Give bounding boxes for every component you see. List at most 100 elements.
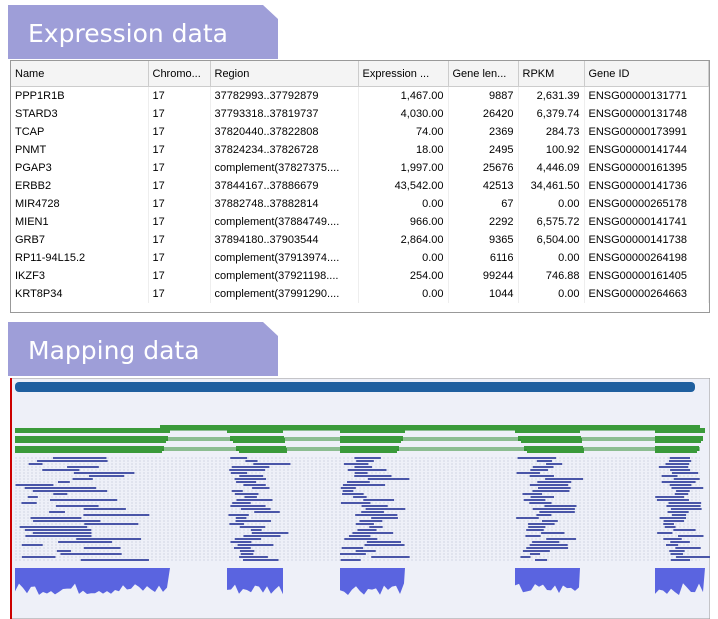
read <box>674 478 700 480</box>
read <box>73 478 93 480</box>
read <box>84 508 126 510</box>
read <box>349 535 370 537</box>
read <box>60 553 121 555</box>
table-cell: PNMT <box>11 141 148 159</box>
read <box>340 553 366 555</box>
read <box>517 472 540 474</box>
table-cell: ENSG00000265178 <box>584 195 709 213</box>
table-cell: 6,504.00 <box>518 231 584 249</box>
table-cell: 6116 <box>448 249 518 267</box>
read <box>74 472 135 474</box>
read <box>528 523 555 525</box>
read <box>669 550 684 552</box>
column-header: Name <box>11 61 148 87</box>
table-cell: PGAP3 <box>11 159 148 177</box>
read <box>666 505 700 507</box>
read <box>359 520 382 522</box>
read <box>252 532 289 534</box>
read <box>243 484 265 486</box>
read <box>537 460 552 462</box>
table-cell: ENSG00000131771 <box>584 87 709 106</box>
read <box>230 541 251 543</box>
read <box>530 469 548 471</box>
read <box>348 469 387 471</box>
table-cell: 17 <box>148 87 210 106</box>
read <box>670 469 690 471</box>
read <box>236 517 247 519</box>
read <box>526 529 544 531</box>
read <box>356 460 374 462</box>
read <box>516 517 539 519</box>
read <box>676 556 710 558</box>
read <box>234 547 251 549</box>
mapping-view <box>10 378 710 619</box>
read <box>16 484 54 486</box>
read <box>354 466 372 468</box>
read <box>344 463 368 465</box>
read <box>352 532 393 534</box>
read <box>31 517 82 519</box>
table-cell: 17 <box>148 195 210 213</box>
read <box>56 505 99 507</box>
read <box>231 472 247 474</box>
read <box>528 526 545 528</box>
read <box>58 541 112 543</box>
read <box>357 529 376 531</box>
table-cell: 0.00 <box>358 195 448 213</box>
read <box>25 487 96 489</box>
table-row: PGAP317complement(37827375....1,997.0025… <box>11 159 709 177</box>
table-cell: 100.92 <box>518 141 584 159</box>
read <box>530 553 540 555</box>
table-cell: 0.00 <box>518 285 584 303</box>
table-cell: 17 <box>148 285 210 303</box>
table-cell: 0.00 <box>518 195 584 213</box>
read <box>669 460 691 462</box>
read <box>232 466 270 468</box>
read <box>533 466 554 468</box>
table-cell: ENSG00000173991 <box>584 123 709 141</box>
read <box>343 484 385 486</box>
read <box>347 481 370 483</box>
table-cell: 43,542.00 <box>358 177 448 195</box>
read <box>529 502 551 504</box>
read <box>546 538 576 540</box>
read <box>675 547 700 549</box>
read <box>662 475 678 477</box>
read <box>525 535 540 537</box>
read <box>530 484 568 486</box>
table-cell: 284.73 <box>518 123 584 141</box>
read <box>668 511 689 513</box>
table-cell: TCAP <box>11 123 148 141</box>
table-cell: 254.00 <box>358 267 448 285</box>
table-cell: PPP1R1B <box>11 87 148 106</box>
exon <box>340 448 397 453</box>
table-cell: 37844167..37886679 <box>210 177 358 195</box>
read <box>666 544 678 546</box>
table-cell: complement(37884749.... <box>210 213 358 231</box>
read <box>344 538 377 540</box>
read <box>240 550 254 552</box>
read <box>369 526 382 528</box>
read <box>37 460 108 462</box>
read <box>89 475 124 477</box>
read <box>235 538 261 540</box>
read <box>368 478 409 480</box>
table-cell: 1,467.00 <box>358 87 448 106</box>
read <box>363 499 394 501</box>
read <box>239 475 263 477</box>
read <box>663 523 674 525</box>
read <box>660 517 686 519</box>
read <box>367 541 401 543</box>
table-cell: STARD3 <box>11 105 148 123</box>
read <box>530 475 554 477</box>
table-cell: 67 <box>448 195 518 213</box>
read <box>539 511 574 513</box>
table-cell: 0.00 <box>518 249 584 267</box>
table-cell: ENSG00000264198 <box>584 249 709 267</box>
table-cell: 966.00 <box>358 213 448 231</box>
read <box>670 553 682 555</box>
table-cell: 17 <box>148 249 210 267</box>
read <box>232 490 243 492</box>
exon <box>521 438 582 443</box>
